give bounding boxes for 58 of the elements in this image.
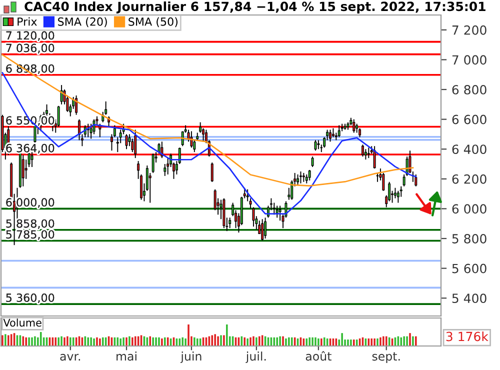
- candlestick: [278, 205, 282, 222]
- x-tick-label: avr.: [60, 354, 80, 361]
- candlestick: [329, 129, 332, 142]
- candlestick: [152, 153, 154, 174]
- candlestick: [92, 118, 96, 135]
- y-tick-label: 6 200: [452, 174, 486, 184]
- candlestick: [352, 118, 356, 134]
- candlestick: [400, 186, 402, 198]
- candlestick: [299, 170, 302, 184]
- candlestick: [131, 138, 134, 153]
- line-series: [2, 54, 414, 186]
- candlestick: [90, 123, 92, 140]
- candlestick: [364, 148, 367, 160]
- candlestick: [311, 156, 314, 168]
- candlestick: [367, 147, 370, 159]
- candlestick: [373, 146, 376, 169]
- y-tick-label: 5 600: [452, 264, 486, 274]
- x-tick-label: juin: [180, 352, 202, 363]
- candlestick: [148, 172, 152, 204]
- y-tick-label: 5 800: [452, 234, 486, 244]
- candlestick: [394, 187, 396, 199]
- candlestick: [214, 188, 216, 211]
- y-tick-label: 7 000: [452, 55, 486, 65]
- y-tick-label: 6 600: [452, 114, 486, 124]
- y-tick-label: 7 200: [452, 25, 486, 35]
- candlestick: [134, 129, 137, 159]
- candlestick: [75, 94, 78, 116]
- x-tick-label: sept.: [372, 352, 400, 363]
- legend-label: Prix: [18, 17, 37, 26]
- x-tick-label: juil.: [246, 352, 266, 363]
- ref-line-label: 5 360,00: [6, 294, 54, 304]
- ref-line-label: 7 036,00: [6, 44, 54, 54]
- legend-label: SMA (20): [58, 17, 107, 28]
- candlestick: [22, 154, 24, 187]
- candlestick: [261, 218, 264, 242]
- candlestick: [166, 158, 170, 175]
- candlestick: [308, 169, 311, 181]
- candlestick: [382, 172, 385, 192]
- candlestick: [210, 162, 214, 182]
- candlestick: [362, 144, 364, 158]
- candlestick: [396, 190, 400, 204]
- candlestick: [228, 217, 232, 229]
- text: 3 176k: [446, 332, 488, 342]
- x-tick-label: août: [306, 351, 332, 361]
- legend-label: SMA (50): [128, 17, 178, 28]
- candlestick: [246, 188, 249, 202]
- y-tick-label: 6 400: [452, 144, 486, 154]
- ref-line-label: 7 120,00: [6, 31, 54, 41]
- x-tick-label: mai: [116, 352, 136, 361]
- chart-title: CAC40 Index Journalier 6 157,84 −1,04 % 15 sept. 2022, 17:35:01: [24, 1, 486, 14]
- ref-line-label: 5 785,00: [6, 230, 54, 240]
- y-tick-label: 6 800: [452, 84, 486, 94]
- y-tick-label: 6 000: [452, 204, 486, 214]
- candlestick: [296, 174, 300, 186]
- candlestick: [264, 217, 267, 239]
- candlestick: [338, 124, 340, 138]
- legend-title: Volume: [3, 318, 42, 327]
- y-tick-label: 5 400: [452, 294, 486, 304]
